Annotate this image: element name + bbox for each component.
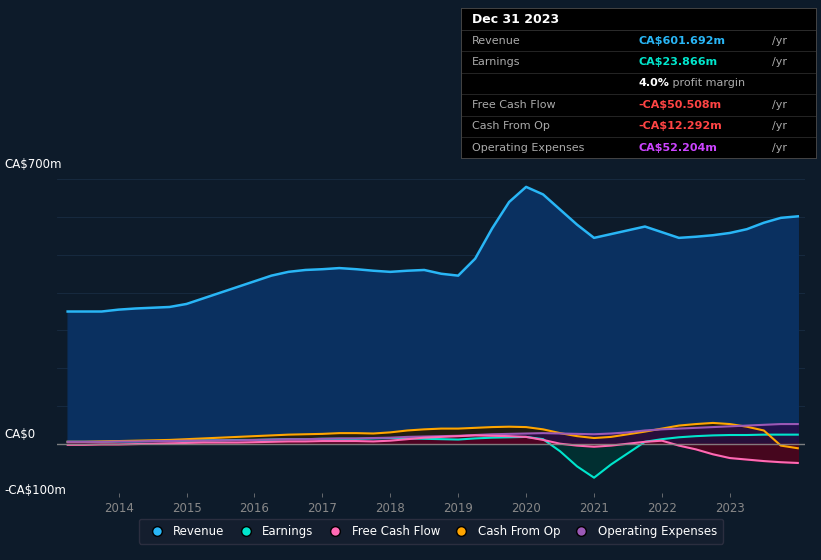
Text: /yr: /yr [772,35,787,45]
Text: Earnings: Earnings [472,57,521,67]
Text: -CA$100m: -CA$100m [4,484,66,497]
Text: Free Cash Flow: Free Cash Flow [472,100,556,110]
Text: CA$52.204m: CA$52.204m [639,143,718,153]
Text: /yr: /yr [772,57,787,67]
Text: Dec 31 2023: Dec 31 2023 [472,13,559,26]
Text: profit margin: profit margin [669,78,745,88]
Text: CA$700m: CA$700m [4,158,62,171]
Text: /yr: /yr [772,100,787,110]
Text: CA$23.866m: CA$23.866m [639,57,718,67]
Legend: Revenue, Earnings, Free Cash Flow, Cash From Op, Operating Expenses: Revenue, Earnings, Free Cash Flow, Cash … [139,519,723,544]
Text: /yr: /yr [772,122,787,132]
Text: 4.0%: 4.0% [639,78,670,88]
Text: -CA$50.508m: -CA$50.508m [639,100,722,110]
Text: Cash From Op: Cash From Op [472,122,550,132]
Text: Revenue: Revenue [472,35,521,45]
Text: Operating Expenses: Operating Expenses [472,143,585,153]
Text: -CA$12.292m: -CA$12.292m [639,122,722,132]
Text: CA$601.692m: CA$601.692m [639,35,726,45]
Text: CA$0: CA$0 [4,428,35,441]
Text: /yr: /yr [772,143,787,153]
